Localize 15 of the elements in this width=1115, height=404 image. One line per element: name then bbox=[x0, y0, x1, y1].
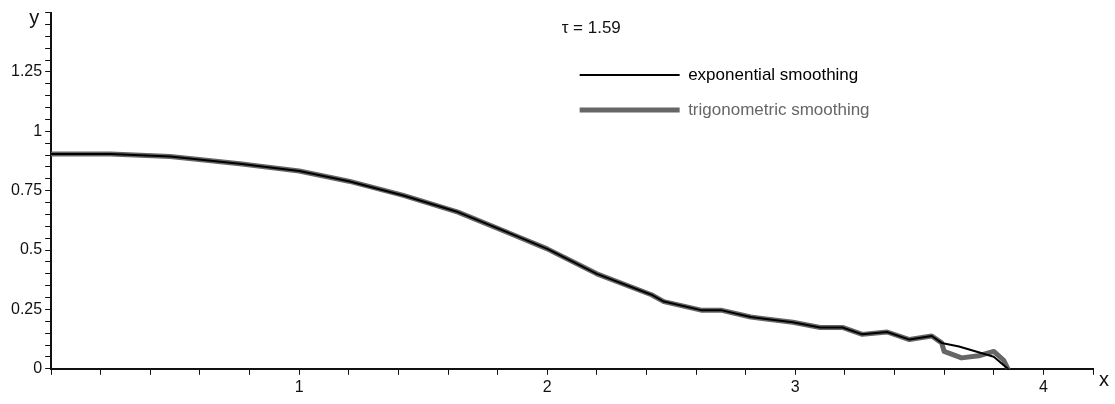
y-tick-label: 0 bbox=[33, 359, 43, 377]
x-tick-label: 2 bbox=[542, 377, 552, 395]
text: trigonometric smoothing bbox=[688, 99, 870, 119]
y-tick-label: 0.75 bbox=[11, 181, 43, 199]
y-axis-title: y bbox=[29, 6, 40, 29]
x-axis-title: x bbox=[1099, 368, 1109, 391]
y-tick-label: 1.25 bbox=[11, 62, 43, 80]
y-tick-label: 1 bbox=[33, 121, 43, 139]
x-tick-label: 3 bbox=[790, 377, 800, 395]
x-tick-label: 4 bbox=[1038, 377, 1048, 395]
text: exponential smoothing bbox=[688, 64, 859, 84]
x-tick-label: 1 bbox=[294, 377, 304, 395]
y-tick-label: 0.25 bbox=[11, 299, 43, 317]
legend-title: τ = 1.59 bbox=[561, 18, 621, 38]
y-tick-label: 0.5 bbox=[19, 240, 43, 258]
